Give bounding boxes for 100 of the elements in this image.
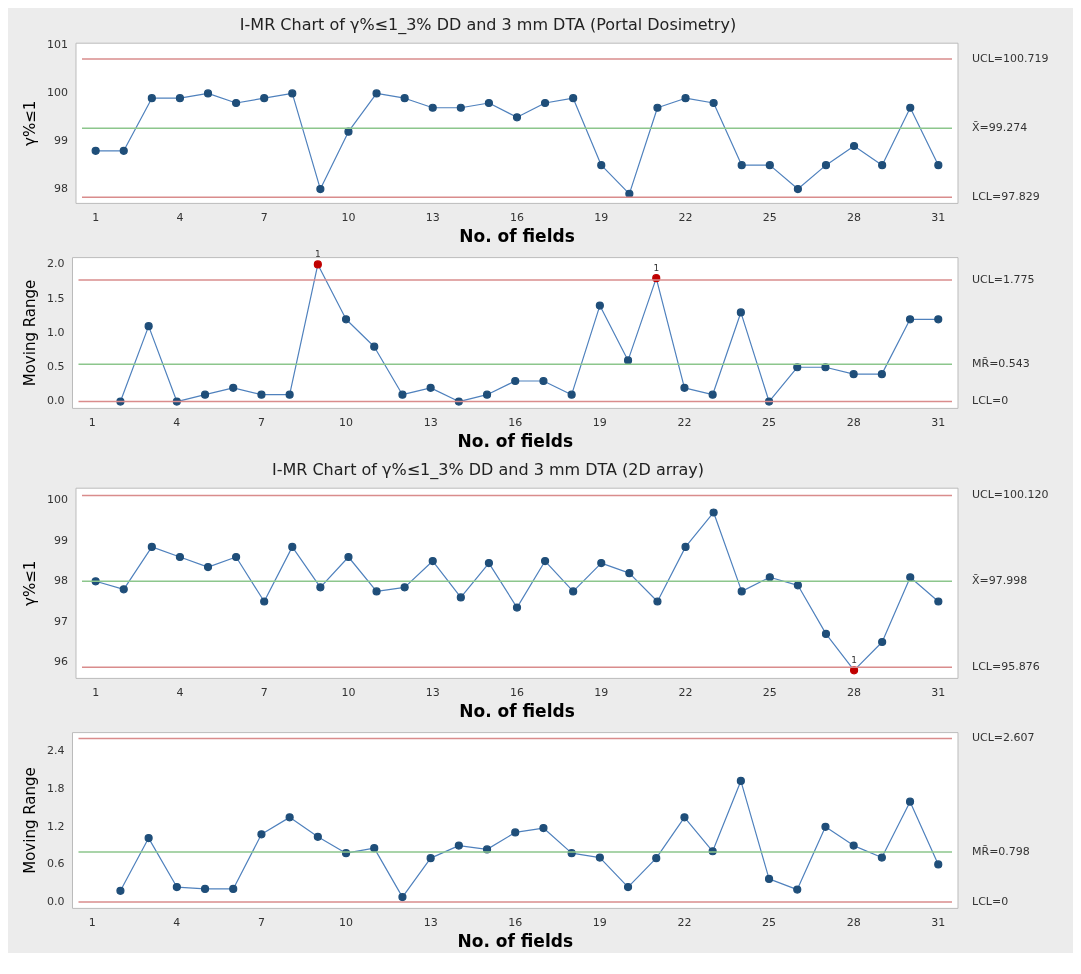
y-tick-label: 101 bbox=[47, 38, 68, 52]
y-tick-label: 1.8 bbox=[46, 781, 65, 795]
ref-line-label: UCL=100.120 bbox=[972, 488, 1049, 502]
y-tick-label: 0.6 bbox=[46, 857, 65, 871]
point bbox=[200, 390, 210, 399]
y-tick-label: 96 bbox=[54, 655, 68, 669]
point bbox=[232, 552, 241, 562]
point bbox=[370, 844, 379, 853]
point bbox=[398, 390, 407, 399]
ref-line-label: UCL=100.719 bbox=[972, 51, 1049, 65]
point bbox=[456, 593, 465, 602]
x-tick-label: 10 bbox=[339, 915, 354, 929]
point bbox=[793, 184, 802, 194]
point bbox=[680, 813, 689, 822]
y-axis-title: γ%≤1 bbox=[20, 100, 39, 146]
x-axis-title: No. of fields bbox=[457, 431, 574, 452]
point bbox=[849, 841, 858, 850]
point bbox=[906, 573, 915, 582]
point bbox=[567, 390, 576, 399]
ref-line-label: MR̄=0.798 bbox=[972, 844, 1030, 858]
point bbox=[906, 103, 915, 112]
x-tick-label: 28 bbox=[846, 415, 861, 429]
point bbox=[229, 383, 238, 392]
point bbox=[934, 315, 943, 324]
x-tick-label: 16 bbox=[510, 210, 524, 224]
point bbox=[709, 508, 718, 517]
point bbox=[539, 376, 548, 386]
y-tick-label: 2.4 bbox=[46, 744, 65, 758]
y-tick-label: 2.0 bbox=[46, 257, 65, 271]
point bbox=[175, 94, 185, 103]
x-axis-title: No. of fields bbox=[459, 226, 575, 247]
x-tick-label: 7 bbox=[260, 685, 268, 699]
x-tick-label: 16 bbox=[508, 915, 523, 929]
point bbox=[569, 587, 578, 596]
point bbox=[877, 370, 886, 379]
x-tick-label: 13 bbox=[423, 915, 438, 929]
chart-title: I-MR Chart of γ%≤1_3% DD and 3 mm DTA (2D array) bbox=[271, 459, 705, 480]
x-tick-label: 28 bbox=[846, 915, 861, 929]
point bbox=[341, 315, 351, 324]
point bbox=[539, 823, 548, 833]
ref-line-label: X̄=97.998 bbox=[972, 574, 1028, 588]
point bbox=[821, 822, 830, 831]
x-tick-label: 19 bbox=[592, 915, 607, 929]
point bbox=[764, 874, 774, 883]
x-tick-label: 28 bbox=[847, 210, 862, 224]
point bbox=[595, 853, 604, 862]
x-tick-label: 31 bbox=[931, 210, 946, 224]
point bbox=[681, 542, 690, 551]
x-tick-label: 16 bbox=[510, 685, 524, 699]
point bbox=[144, 322, 153, 331]
point bbox=[736, 308, 745, 317]
point bbox=[680, 383, 689, 392]
point bbox=[878, 637, 887, 647]
point bbox=[119, 146, 128, 155]
point bbox=[257, 390, 266, 399]
point bbox=[372, 587, 381, 596]
x-tick-label: 25 bbox=[762, 915, 777, 929]
point bbox=[512, 113, 522, 122]
x-tick-label: 1 bbox=[88, 415, 96, 429]
point bbox=[623, 882, 633, 892]
point bbox=[681, 94, 690, 103]
point bbox=[454, 841, 463, 850]
annotation: 1 bbox=[851, 655, 857, 666]
y-axis-title: Moving Range bbox=[20, 767, 39, 874]
point bbox=[540, 556, 550, 566]
point bbox=[569, 94, 578, 103]
point bbox=[511, 376, 520, 386]
x-tick-label: 1 bbox=[92, 685, 100, 699]
point bbox=[147, 542, 156, 551]
point bbox=[484, 558, 494, 568]
x-tick-label: 13 bbox=[425, 685, 440, 699]
y-tick-label: 1.2 bbox=[46, 819, 65, 833]
point bbox=[934, 597, 943, 606]
ref-line-label: LCL=0 bbox=[972, 394, 1009, 408]
x-tick-label: 22 bbox=[678, 685, 693, 699]
point bbox=[456, 103, 465, 112]
ref-line-label: LCL=97.829 bbox=[972, 190, 1040, 204]
point bbox=[765, 161, 774, 170]
point bbox=[737, 587, 746, 596]
y-tick-label: 1.5 bbox=[46, 291, 65, 305]
point bbox=[203, 89, 213, 98]
point bbox=[285, 813, 294, 822]
y-tick-label: 98 bbox=[54, 181, 68, 195]
point bbox=[91, 146, 100, 155]
point bbox=[288, 89, 297, 98]
x-tick-label: 4 bbox=[176, 210, 184, 224]
point bbox=[877, 853, 886, 862]
ref-line-label: LCL=95.876 bbox=[972, 660, 1040, 674]
y-axis-title: Moving Range bbox=[20, 279, 39, 387]
ref-line-label: LCL=0 bbox=[972, 894, 1009, 908]
ref-line-label: X̄=99.274 bbox=[972, 120, 1028, 134]
ref-line-label: UCL=1.775 bbox=[972, 272, 1035, 286]
point bbox=[316, 184, 325, 194]
point bbox=[232, 98, 241, 108]
point bbox=[482, 390, 492, 399]
y-tick-label: 100 bbox=[47, 86, 68, 100]
x-axis-title: No. of fields bbox=[459, 701, 575, 722]
x-tick-label: 25 bbox=[762, 415, 777, 429]
ref-line-label: MR̄=0.543 bbox=[972, 357, 1030, 371]
point bbox=[428, 103, 437, 112]
